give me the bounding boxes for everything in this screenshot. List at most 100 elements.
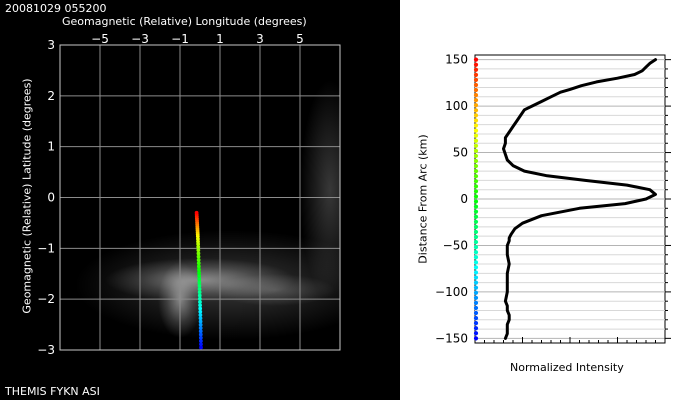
profile-colorbar-dot [473,189,479,194]
profile-y-tick-label: 100 [445,99,468,113]
profile-colorbar-dot [473,300,479,305]
asi-x-tick-label: −1 [171,32,189,46]
profile-colorbar-dot [473,184,479,189]
profile-colorbar-dot [473,148,479,153]
profile-colorbar-dot [473,77,479,83]
profile-colorbar-dot [473,239,479,245]
profile-colorbar-dot [473,265,479,270]
profile-colorbar-dot [473,270,479,275]
profile-y-tick-label: 0 [460,192,468,206]
asi-x-axis-label: Geomagnetic (Relative) Longitude (degree… [62,15,307,28]
profile-colorbar-dot [473,285,479,290]
profile-colorbar-dot [473,245,479,250]
asi-track-point [196,254,201,259]
profile-colorbar-dot [473,163,479,169]
asi-track-point [198,306,203,311]
asi-track-point [196,264,201,269]
asi-panel: 20081029 055200 Geomagnetic (Relative) L… [0,0,400,400]
asi-track-point [198,313,203,317]
asi-track-point [197,277,202,282]
profile-panel: Normalized Intensity Distance From Arc (… [400,0,700,400]
profile-colorbar-dot [473,260,479,265]
asi-track-point [197,296,202,301]
profile-colorbar-dot [473,103,479,108]
profile-y-tick-label: −50 [443,238,468,252]
profile-colorbar-dot [473,98,479,103]
profile-colorbar-dot [473,138,479,143]
profile-colorbar-dot [473,118,479,123]
asi-track-point [198,300,202,304]
profile-colorbar-dot [473,295,479,300]
asi-y-tick-label: 3 [47,38,55,52]
profile-colorbar-dot [473,224,479,229]
asi-x-tick-label: −3 [131,32,149,46]
asi-track-point [196,257,201,262]
asi-y-tick-label: −2 [37,292,55,306]
asi-track-point [194,210,199,215]
profile-colorbar-dot [473,128,479,133]
profile-line [502,58,657,340]
instrument-label: THEMIS FYKN ASI [5,385,100,398]
asi-y-tick-label: 0 [47,191,55,205]
asi-y-tick-label: 2 [47,89,55,103]
asi-track-point [197,283,202,288]
profile-colorbar-dot [473,57,479,62]
profile-tick-labels: 150 100 50 0 −50 −100 −150 [435,53,468,346]
asi-track-point [198,326,203,330]
profile-colorbar-dot [473,67,479,72]
asi-track-point [197,267,201,272]
profile-colorbar-dot [473,179,479,184]
profile-colorbar-dot [473,113,479,118]
asi-x-tick-label: 1 [216,32,224,46]
asi-track-point [198,332,203,337]
profile-y-tick-label: 150 [445,53,468,67]
asi-track-point [198,303,202,308]
profile-x-axis-label: Normalized Intensity [510,361,624,374]
profile-colorbar-dot [473,219,479,224]
asi-x-tick-label: −5 [91,32,109,46]
profile-y-tick-label: −150 [435,331,468,345]
asi-grid [59,44,341,351]
asi-track-point [199,342,203,347]
profile-colorbar-dot [473,199,479,204]
profile-colorbar-dot [473,153,479,159]
profile-colorbar-dot [473,87,479,93]
asi-track-point [197,270,201,275]
profile-colorbar-dot [473,93,479,98]
asi-x-tick-label: 3 [256,32,264,46]
profile-colorbar-dot [473,280,479,285]
profile-colorbar-dot [473,143,479,148]
profile-colorbar-dot [473,158,479,164]
asi-track-point [196,244,201,249]
asi-track-point [198,335,203,340]
profile-colorbar-dot [473,331,479,336]
timestamp-label: 20081029 055200 [5,2,107,15]
profile-colorbar-dot [473,290,479,295]
profile-colorbar-dot [473,275,479,280]
profile-colorbar-dot [473,326,479,331]
profile-colorbar [473,57,479,341]
profile-colorbar-dot [473,229,479,235]
asi-tick-labels: −5 −3 −1 1 3 5 3 2 1 0 −1 −2 −3 [37,32,304,357]
profile-intensity-line [502,58,657,340]
profile-colorbar-dot [473,169,479,174]
profile-y-tick-label: 50 [453,146,468,160]
asi-track-point [196,251,201,256]
profile-colorbar-dot [473,305,479,311]
profile-colorbar-dot [473,255,479,260]
asi-track-point [197,274,202,278]
asi-x-tick-label: 5 [296,32,304,46]
profile-colorbar-dot [473,82,479,88]
profile-colorbar-dot [473,214,479,219]
asi-track-point [198,319,203,324]
profile-colorbar-dot [473,108,479,113]
profile-colorbar-dot [473,250,479,255]
asi-track-point [199,345,203,350]
profile-colorbar-dot [473,204,479,209]
asi-y-tick-label: −3 [37,343,55,357]
asi-track-point [198,329,203,334]
asi-track-point [197,287,202,291]
profile-colorbar-dot [473,62,479,67]
profile-colorbar-dot [473,72,479,77]
